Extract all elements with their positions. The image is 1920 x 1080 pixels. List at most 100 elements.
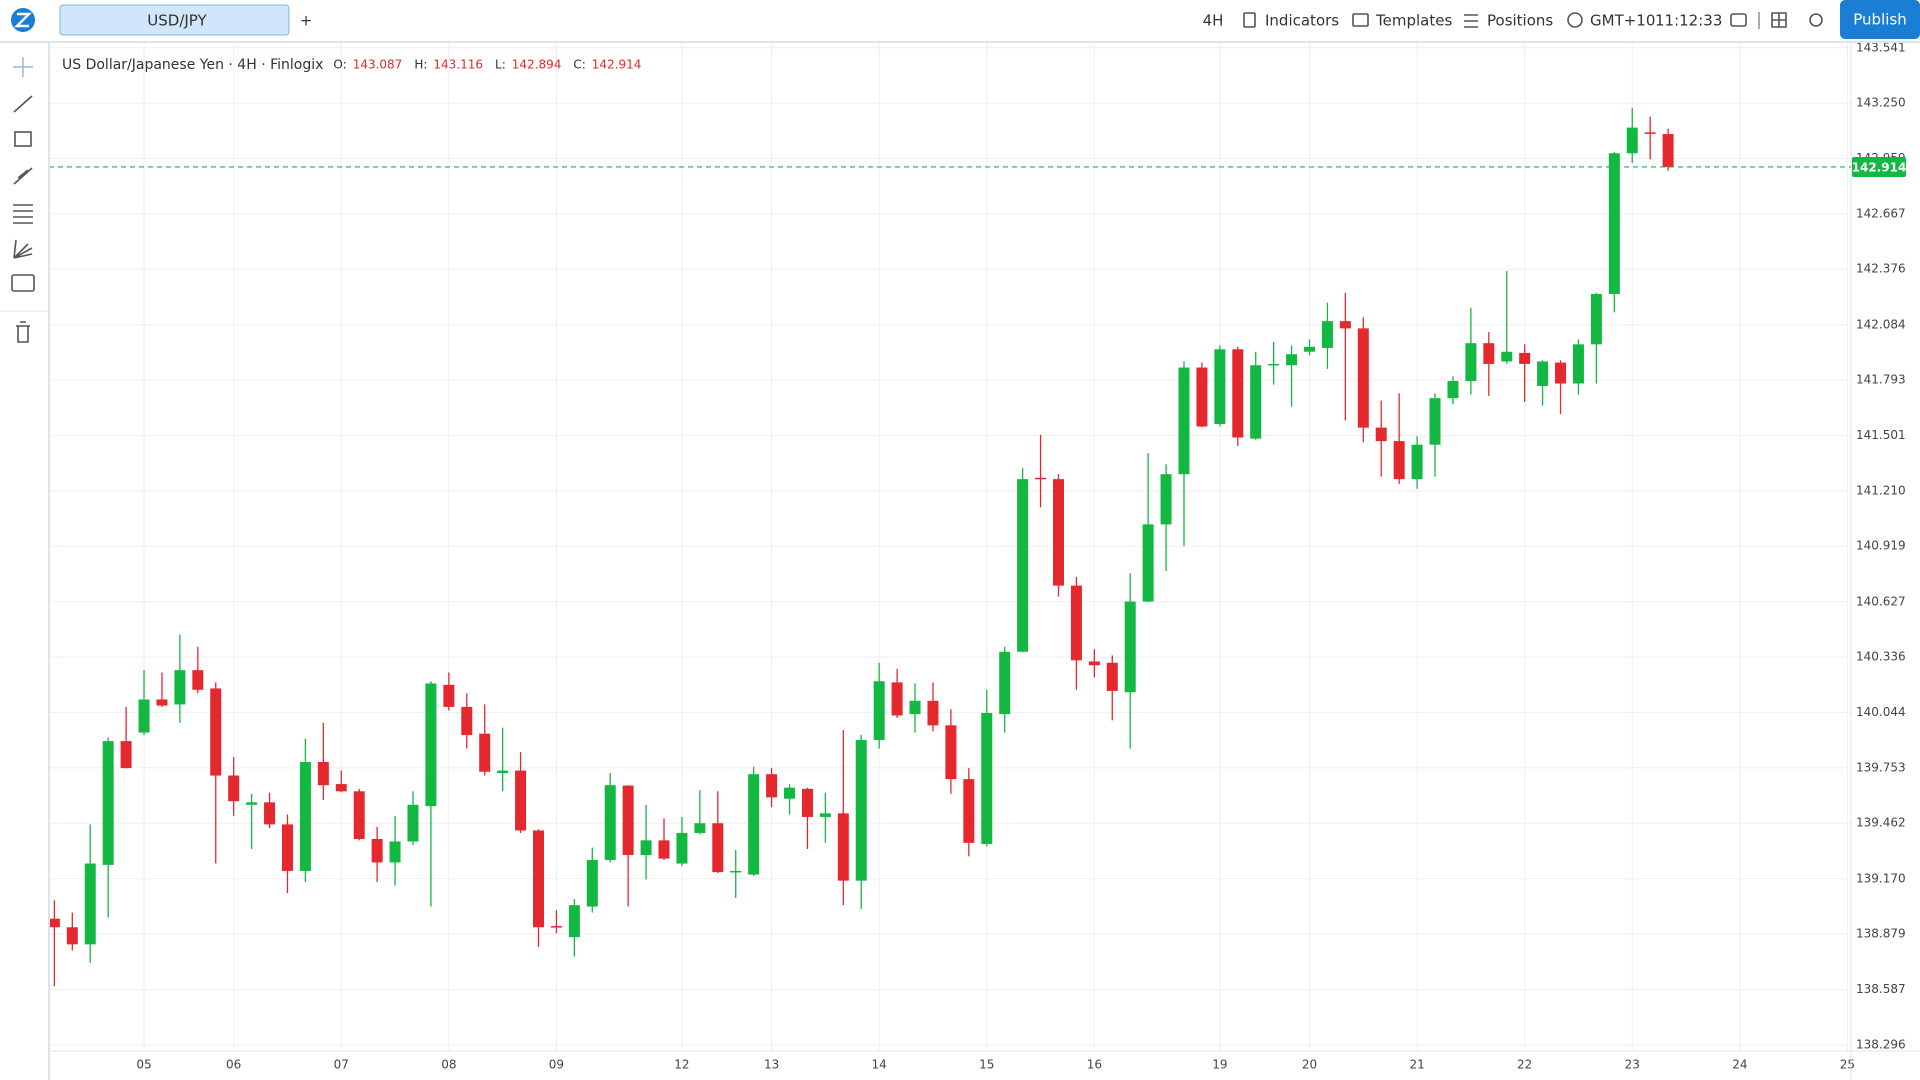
candle-body [1537, 361, 1549, 386]
candle-body [1214, 349, 1226, 424]
timezone[interactable]: GMT+10 [1590, 12, 1655, 30]
candle-body [784, 787, 796, 799]
candle-body [66, 927, 78, 945]
candle-body [1519, 352, 1531, 364]
positions-button[interactable]: Positions [1487, 12, 1553, 30]
x-tick-label: 14 [872, 1058, 887, 1072]
candle-body [550, 926, 562, 928]
candle-body [138, 699, 150, 733]
interval[interactable]: 4H [1203, 12, 1224, 30]
fibonacci-tool[interactable] [13, 204, 33, 224]
candle-body [927, 700, 939, 726]
settings-icon[interactable] [1809, 13, 1823, 27]
candle-body [622, 785, 634, 855]
candle-body [604, 785, 616, 860]
candle-body [532, 830, 544, 928]
ohlc-key: L: [495, 58, 506, 72]
candle-body [1662, 134, 1674, 167]
candle-body [1339, 321, 1351, 329]
candle-body [945, 725, 957, 780]
templates-button[interactable]: Templates [1375, 12, 1452, 30]
layout-icon[interactable] [1771, 12, 1787, 28]
y-tick-label: 143.250 [1856, 96, 1906, 110]
x-tick-label: 15 [979, 1058, 994, 1072]
drawing-tools [0, 57, 48, 343]
candle-body [1555, 362, 1567, 384]
ohlc-value: 143.116 [433, 58, 483, 72]
candle-body [389, 841, 401, 863]
candle-body [174, 670, 186, 705]
candle-body [192, 670, 204, 690]
candle-body [1357, 328, 1369, 428]
x-tick-label: 05 [136, 1058, 151, 1072]
clock: 11:12:33 [1655, 12, 1722, 30]
candle-body [1070, 585, 1082, 661]
positions-icon [1464, 14, 1478, 28]
candle-body [1411, 444, 1423, 480]
candle-body [568, 905, 580, 938]
candle-body [1590, 293, 1602, 345]
delete-tool[interactable] [16, 321, 30, 343]
y-tick-label: 141.210 [1856, 483, 1906, 497]
candle-body [855, 739, 867, 881]
candle-body [1304, 346, 1316, 352]
candle-body [1250, 365, 1262, 439]
x-tick-label: 24 [1732, 1058, 1747, 1072]
ohlc-value: 142.914 [592, 58, 642, 72]
y-tick-label: 139.462 [1856, 816, 1906, 830]
y-tick-label: 140.044 [1856, 705, 1906, 719]
screenshot-icon[interactable] [1730, 13, 1747, 27]
candle-body [210, 688, 222, 776]
y-tick-label: 138.587 [1856, 982, 1906, 996]
candle-body [48, 918, 60, 928]
candle-body [1375, 427, 1387, 442]
x-tick-label: 22 [1517, 1058, 1532, 1072]
grid [49, 43, 1851, 1051]
candle-body [1393, 441, 1405, 480]
y-tick-label: 139.753 [1856, 760, 1906, 774]
candle-body [712, 823, 724, 873]
candle-body [299, 762, 311, 871]
rectangle-tool[interactable] [14, 131, 32, 147]
text-tool[interactable] [11, 274, 35, 292]
candle-body [1483, 343, 1495, 364]
channel-tool[interactable] [13, 167, 33, 185]
candle-body [156, 699, 168, 706]
candle-body [120, 741, 132, 769]
candle-body [1017, 479, 1029, 652]
candle-body [1178, 367, 1190, 475]
ohlc-key: O: [333, 58, 346, 72]
candle-body [246, 802, 258, 805]
trend-line-tool[interactable] [13, 95, 33, 113]
fan-tool[interactable] [13, 239, 33, 259]
publish-button[interactable] [1840, 0, 1920, 39]
ohlc-key: H: [414, 58, 427, 72]
candle-body [1626, 127, 1638, 154]
templates-icon [1352, 13, 1369, 27]
x-tick-label: 12 [674, 1058, 689, 1072]
indicators-icon [1243, 12, 1256, 28]
y-tick-label: 138.879 [1856, 927, 1906, 941]
candle-body [353, 791, 365, 840]
candle-body [1232, 349, 1244, 438]
y-tick-label: 139.170 [1856, 871, 1906, 885]
candle-body [371, 839, 383, 863]
x-tick-label: 16 [1087, 1058, 1102, 1072]
candle-body [1160, 474, 1172, 525]
candle-body [909, 700, 921, 715]
symbol-tab[interactable] [59, 4, 290, 36]
candle-body [1035, 477, 1047, 480]
candle-body [461, 706, 473, 736]
candle-body [819, 813, 831, 817]
ohlc-value: 143.087 [353, 58, 403, 72]
y-tick-label: 142.376 [1856, 262, 1906, 276]
add-tab[interactable]: + [300, 12, 313, 30]
crosshair-tool[interactable] [13, 57, 33, 77]
candle-body [963, 779, 975, 843]
indicators-button[interactable]: Indicators [1265, 12, 1339, 30]
candle-body [102, 741, 114, 865]
candle-body [1429, 398, 1441, 445]
y-tick-label: 142.667 [1856, 206, 1906, 220]
x-tick-label: 09 [549, 1058, 564, 1072]
